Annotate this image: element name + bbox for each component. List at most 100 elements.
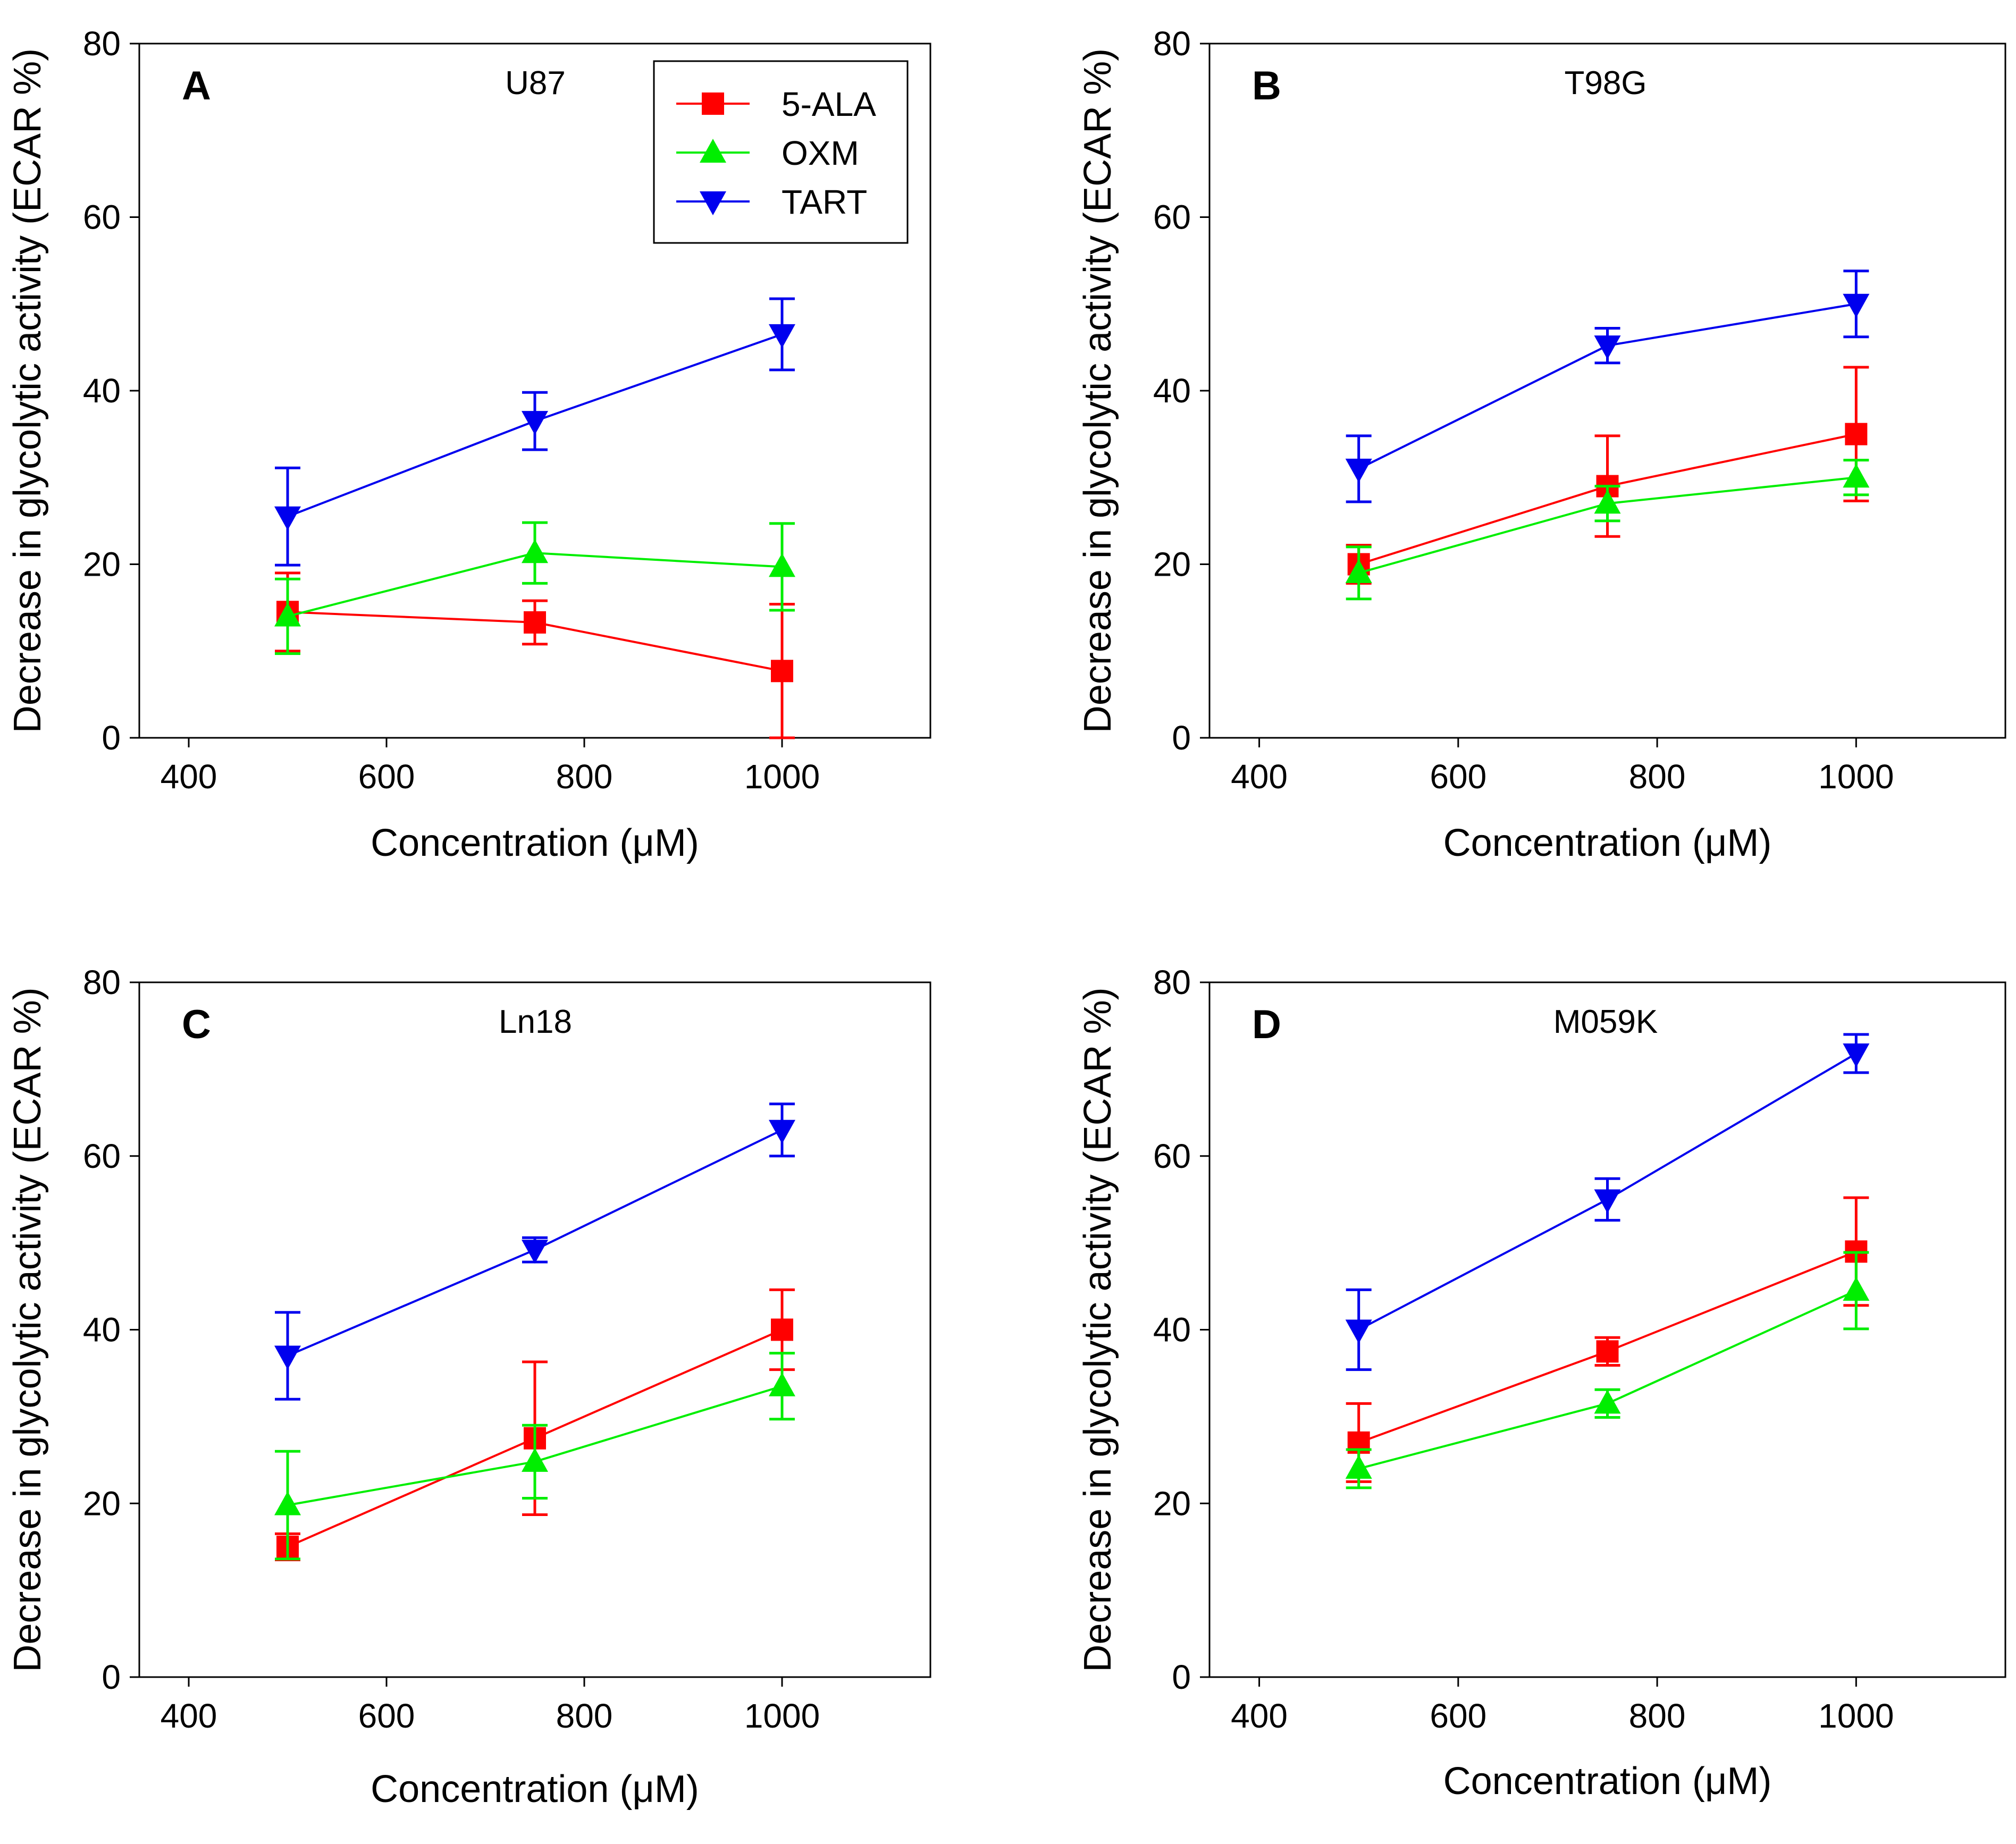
data-point-tart [522,411,548,435]
y-axis-title: Decrease in glycolytic activity (ECAR %) [6,48,49,733]
y-tick-label: 0 [102,1658,121,1696]
legend-label-oxm: OXM [782,134,859,172]
data-point-tart [274,506,301,531]
legend-marker-tart [700,191,726,215]
x-axis-title: Concentration (μM) [371,1768,699,1811]
series-tart [1345,270,1870,503]
series-oxm [1345,459,1870,601]
x-tick-label: 1000 [1818,757,1894,796]
plot-frame [138,981,931,1678]
data-point-oxm [1345,559,1372,583]
series-tart [274,297,795,567]
x-axis-title: Concentration (μM) [1443,1760,1772,1803]
series-oxm [274,1352,795,1561]
y-axis-title: Decrease in glycolytic activity (ECAR %) [1077,987,1119,1672]
plot-frame [1208,43,2006,739]
legend-marker-oxm [700,139,726,163]
legend-label-tart: TART [782,183,867,221]
series-5-ala [1346,1196,1869,1483]
x-tick-label: 800 [556,757,613,796]
data-point-5-ala [1596,1340,1619,1363]
y-tick-label: 60 [83,198,121,237]
data-point-oxm [1594,1390,1621,1414]
x-tick-label: 600 [1430,757,1486,796]
y-tick-label: 20 [1153,1484,1191,1522]
y-tick-label: 40 [83,1311,121,1349]
x-tick-label: 1000 [744,1697,820,1735]
x-tick-label: 1000 [1818,1697,1894,1735]
data-point-oxm [1345,1454,1372,1479]
y-tick-label: 0 [1172,1658,1191,1696]
y-tick-label: 20 [1153,545,1191,584]
legend-label-5-ala: 5-ALA [782,85,876,123]
y-tick-label: 20 [83,545,121,584]
panel-d: 0 20 40 60 80 400 600 800 1000 Concentration (μM)… [1077,963,2006,1803]
y-tick-label: 80 [1153,24,1191,63]
data-point-oxm [769,553,795,577]
y-tick-label: 60 [83,1137,121,1175]
data-point-tart [1843,293,1870,318]
x-tick-label: 400 [1231,757,1288,796]
x-tick-label: 600 [1430,1697,1486,1735]
data-point-tart [1594,335,1621,360]
data-point-tart [1345,1319,1372,1344]
series-oxm [274,521,795,655]
x-tick-label: 600 [358,757,415,796]
panel-letter: D [1252,1002,1281,1047]
series-tart [274,1102,795,1401]
y-tick-label: 80 [83,24,121,63]
data-point-tart [522,1240,548,1264]
y-tick-label: 40 [1153,372,1191,410]
y-tick-label: 80 [1153,963,1191,1001]
panel-letter: C [182,1002,211,1047]
y-axis-title: Decrease in glycolytic activity (ECAR %) [6,987,49,1672]
y-tick-label: 20 [83,1484,121,1522]
x-tick-label: 400 [1231,1697,1288,1735]
data-point-tart [1843,1043,1870,1067]
x-tick-label: 600 [358,1697,415,1735]
panel-a: 0 20 40 60 80 400 600 800 1000 Concentration (μM)… [6,24,931,864]
panel-b: 0 20 40 60 80 400 600 800 1000 Concentration (μM)… [1077,24,2006,864]
series-tart [1345,1033,1870,1371]
data-point-tart [769,1119,795,1144]
x-tick-label: 800 [556,1697,613,1735]
data-point-oxm [274,602,301,627]
data-point-oxm [274,1491,301,1515]
cell-line-title: M059K [1553,1004,1658,1040]
data-point-oxm [522,1447,548,1472]
data-point-oxm [1594,490,1621,514]
y-tick-label: 0 [102,719,121,757]
y-tick-label: 0 [1172,719,1191,757]
data-point-tart [1594,1189,1621,1214]
data-point-5-ala [1845,423,1868,445]
x-tick-label: 400 [161,1697,217,1735]
y-tick-label: 60 [1153,1137,1191,1175]
x-tick-label: 400 [161,757,217,796]
y-tick-label: 40 [1153,1311,1191,1349]
cell-line-title: Ln18 [499,1004,572,1040]
series-line-oxm [1358,1290,1857,1470]
data-point-tart [274,1345,301,1370]
cell-line-title: U87 [505,65,566,102]
data-point-oxm [1843,464,1870,488]
data-point-tart [769,324,795,348]
data-point-5-ala [524,611,546,634]
y-axis-title: Decrease in glycolytic activity (ECAR %) [1077,48,1119,733]
data-point-oxm [522,539,548,563]
x-axis-title: Concentration (μM) [371,822,699,864]
series-5-ala [1346,366,1869,585]
y-tick-label: 60 [1153,198,1191,237]
panel-letter: A [182,63,211,108]
legend-marker-5-ala [702,92,724,115]
cell-line-title: T98G [1564,65,1647,102]
plot-frame [1208,981,2006,1678]
data-point-tart [1345,458,1372,483]
series-5-ala [275,571,795,739]
x-tick-label: 1000 [744,757,820,796]
x-tick-label: 800 [1629,1697,1686,1735]
data-point-oxm [1843,1276,1870,1301]
legend: 5-ALA OXM TART [653,60,909,244]
data-point-oxm [769,1372,795,1396]
series-oxm [1345,1251,1870,1489]
data-point-5-ala [771,660,793,683]
